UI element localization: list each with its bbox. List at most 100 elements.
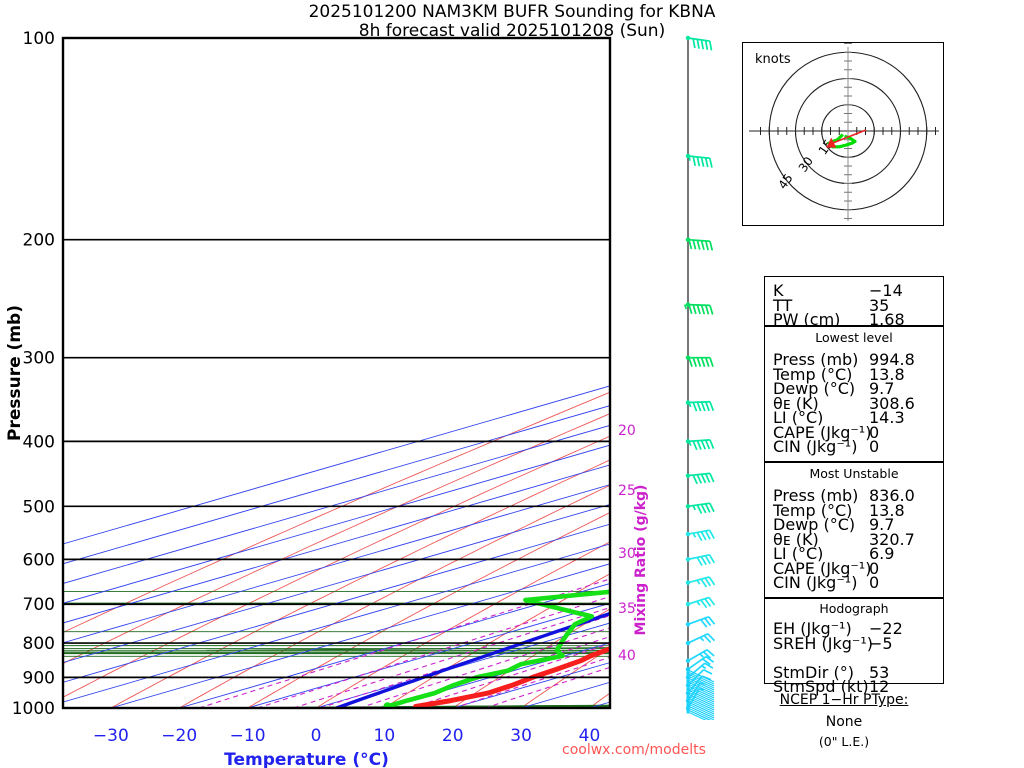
index-label: TT [773, 295, 793, 315]
ptype-heading: NCEP 1−Hr PType: [779, 692, 909, 708]
pressure-tick-label: 700 [23, 595, 55, 615]
hodograph-stat-row: StmDir (°) 53 [773, 663, 943, 682]
most-unstable-row: CAPE (Jkg⁻¹) 0 [773, 559, 943, 578]
temperature-tick-label: 20 [442, 726, 464, 746]
hodograph-stats-panel: Hodograph EH (Jkg⁻¹) −22 SREH (Jkg⁻¹) −5 Stm… [764, 598, 944, 696]
lowest-level-label: LI (°C) [773, 408, 824, 427]
mixing-axis-tick-label: 40 [618, 648, 636, 664]
pressure-tick-label: 400 [23, 432, 55, 452]
hodograph-stat-row: SREH (Jkg⁻¹) −5 [773, 634, 943, 653]
lowest-level-label: CAPE (Jkg⁻¹) [773, 422, 872, 442]
most-unstable-row: Press (mb) 836.0 [773, 486, 943, 505]
lowest-level-value: 0 [869, 422, 880, 442]
index-row: PW (cm) 1.68 [773, 310, 943, 329]
most-unstable-value: 13.8 [869, 500, 905, 520]
pressure-tick-label: 200 [23, 231, 55, 251]
most-unstable-panel: Most Unstable Press (mb) 836.0 Temp (°C) 13… [764, 462, 944, 598]
chart-title-line2: 8h forecast valid 2025101208 (Sun) [358, 21, 666, 41]
lowest-level-label: CIN (Jkg⁻¹) [773, 437, 858, 456]
hodograph-panel: knots 15 30 45 [742, 42, 944, 226]
index-value: 35 [869, 295, 890, 315]
index-label: PW (cm) [773, 310, 841, 329]
mixing-ratio-axis-label: Mixing Ratio (g/kg) [633, 485, 649, 636]
most-unstable-label: θᴇ (K) [773, 529, 819, 549]
chart-title-line1: 2025101200 NAM3KM BUFR Sounding for KBNA [308, 2, 716, 22]
watermark: coolwx.com/modelts [562, 742, 706, 758]
temperature-tick-label: −10 [230, 726, 266, 746]
ptype-value: None [825, 714, 863, 730]
index-value: −14 [869, 281, 903, 300]
lowest-level-panel: Lowest level Press (mb) 994.8 Temp (°C) 13.… [764, 326, 944, 462]
lowest-level-row: CAPE (Jkg⁻¹) 0 [773, 423, 943, 442]
pressure-tick-label: 600 [23, 550, 55, 570]
lowest-level-value: 308.6 [869, 393, 915, 413]
hodograph-ring-label: 45 [776, 171, 796, 192]
temperature-tick-label: 30 [510, 726, 532, 746]
lowest-level-label: Dewp (°C) [773, 379, 856, 398]
lowest-level-label: Press (mb) [773, 350, 859, 369]
temperature-tick-label: −20 [161, 726, 197, 746]
most-unstable-value: 836.0 [869, 486, 915, 505]
hodograph-stat-label: StmSpd (kt) [773, 677, 869, 696]
temperature-tick-label: 0 [311, 726, 322, 746]
pressure-tick-label: 500 [23, 497, 55, 517]
indices-panel: K −14 TT 35 PW (cm) 1.68 [764, 276, 944, 329]
lowest-level-value: 9.7 [869, 379, 895, 398]
lowest-level-value: 0 [869, 437, 880, 456]
most-unstable-value: 0 [869, 573, 880, 592]
most-unstable-label: Temp (°C) [773, 500, 853, 520]
most-unstable-label: LI (°C) [773, 544, 824, 563]
mixing-axis-tick-label: 25 [618, 483, 636, 499]
lowest-level-label: Temp (°C) [773, 364, 853, 384]
temperature-tick-label: −30 [93, 726, 129, 746]
hodograph-stat-value: 53 [869, 662, 890, 682]
hodograph-stat-row [773, 648, 943, 663]
most-unstable-label: CAPE (Jkg⁻¹) [773, 558, 872, 578]
pressure-tick-label: 800 [23, 634, 55, 654]
pressure-tick-label: 1000 [12, 699, 55, 719]
mixing-axis-tick-label: 20 [618, 423, 636, 439]
hodograph-stat-value: −5 [869, 633, 893, 653]
hodograph-stat-label: SREH (Jkg⁻¹) [773, 633, 873, 653]
lowest-level-row: CIN (Jkg⁻¹) 0 [773, 437, 943, 456]
hodograph-stat-value: −22 [869, 619, 903, 638]
most-unstable-label: Dewp (°C) [773, 515, 856, 534]
most-unstable-row: θᴇ (K) 320.7 [773, 530, 943, 549]
lowest-level-value: 13.8 [869, 364, 905, 384]
wind-barb-column [683, 35, 716, 720]
hodograph-stat-label: EH (Jkg⁻¹) [773, 619, 852, 638]
most-unstable-value: 9.7 [869, 515, 895, 534]
index-row: K −14 [773, 281, 943, 300]
hodograph-stat-row: EH (Jkg⁻¹) −22 [773, 619, 943, 638]
pressure-tick-label: 300 [23, 349, 55, 369]
pressure-tick-label: 100 [23, 29, 55, 49]
temperature-tick-label: 40 [579, 726, 601, 746]
hodograph-stat-value: 12 [869, 677, 890, 696]
lowest-level-row: LI (°C) 14.3 [773, 408, 943, 427]
lowest-level-value: 994.8 [869, 350, 915, 369]
most-unstable-row: Temp (°C) 13.8 [773, 501, 943, 520]
pressure-tick-label: 900 [23, 668, 55, 688]
hodograph-stats-heading: Hodograph [819, 601, 889, 616]
lowest-level-row: Press (mb) 994.8 [773, 350, 943, 369]
index-row: TT 35 [773, 296, 943, 315]
mixing-axis-tick-label: 30 [618, 546, 636, 562]
temperature-tick-label: 10 [374, 726, 396, 746]
lowest-level-label: θᴇ (K) [773, 393, 819, 413]
most-unstable-value: 6.9 [869, 544, 895, 563]
mixing-axis-tick-label: 35 [618, 601, 636, 617]
ptype-liquid-equivalent: (0" L.E.) [818, 734, 870, 749]
most-unstable-label: Press (mb) [773, 486, 859, 505]
most-unstable-row: Dewp (°C) 9.7 [773, 515, 943, 534]
most-unstable-label: CIN (Jkg⁻¹) [773, 573, 858, 592]
lowest-level-heading: Lowest level [815, 330, 893, 345]
lowest-level-value: 14.3 [869, 408, 905, 427]
most-unstable-heading: Most Unstable [809, 466, 899, 481]
most-unstable-value: 320.7 [869, 529, 915, 549]
x-axis-label: Temperature (°C) [224, 750, 389, 768]
hodograph-stat-row: StmSpd (kt) 12 [773, 677, 943, 696]
most-unstable-row: LI (°C) 6.9 [773, 544, 943, 563]
index-label: K [773, 281, 784, 300]
